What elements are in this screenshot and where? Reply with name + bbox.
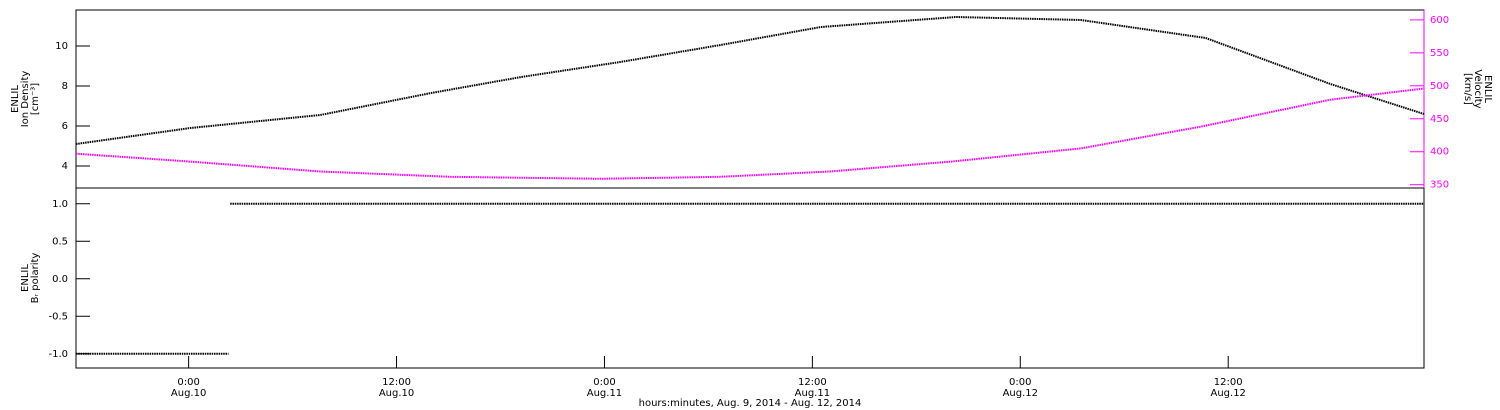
y2-tick-label: 500 — [1430, 81, 1449, 92]
y-tick-label: 8 — [62, 81, 68, 92]
x-tick-date: Aug.10 — [171, 388, 206, 399]
y-tick-label: -0.5 — [48, 311, 68, 322]
frame — [75, 9, 1425, 369]
y-axis-label: ENLIL — [10, 85, 21, 113]
x-tick-date: Aug.11 — [795, 388, 830, 399]
y2-tick-label: 350 — [1430, 180, 1449, 191]
y2-axis-label: ENLIL — [1482, 75, 1493, 103]
y-axis-label: [cm⁻³] — [30, 83, 41, 115]
y2-axis-label: [km/s] — [1462, 73, 1473, 105]
x-tick-label: 12:00 — [798, 377, 827, 388]
x-tick-date: Aug.11 — [587, 388, 622, 399]
y-tick-label: 0.0 — [52, 274, 68, 285]
y-axis-label: ENLIL — [20, 264, 31, 292]
y2-tick-label: 450 — [1430, 114, 1449, 125]
x-tick-date: Aug.12 — [1003, 388, 1038, 399]
y-axis-label: Bᵣ polarity — [30, 253, 41, 304]
x-tick-label: 12:00 — [382, 377, 411, 388]
x-tick-label: 12:00 — [1214, 377, 1243, 388]
y-axis-label: Ion Density — [20, 71, 31, 128]
series-line — [75, 15, 1425, 145]
series-line — [75, 87, 1425, 180]
x-tick-label: 0:00 — [1009, 377, 1031, 388]
x-axis-label: hours:minutes, Aug. 9, 2014 - Aug. 12, 2… — [639, 398, 862, 409]
y2-tick-label: 550 — [1430, 48, 1449, 59]
y-tick-label: 1.0 — [52, 199, 68, 210]
y2-tick-label: 400 — [1430, 147, 1449, 158]
y2-tick-label: 600 — [1430, 15, 1449, 26]
y-tick-label: 0.5 — [52, 236, 68, 247]
y-tick-label: 10 — [55, 41, 68, 52]
x-tick-label: 0:00 — [593, 377, 615, 388]
x-tick-date: Aug.12 — [1210, 388, 1245, 399]
x-tick-date: Aug.10 — [379, 388, 414, 399]
y-tick-label: 6 — [62, 121, 68, 132]
x-tick-label: 0:00 — [177, 377, 199, 388]
y-tick-label: 4 — [62, 161, 68, 172]
y-tick-label: -1.0 — [48, 349, 68, 360]
series-line — [76, 202, 1424, 355]
y2-axis-label: Velocity — [1472, 69, 1483, 108]
